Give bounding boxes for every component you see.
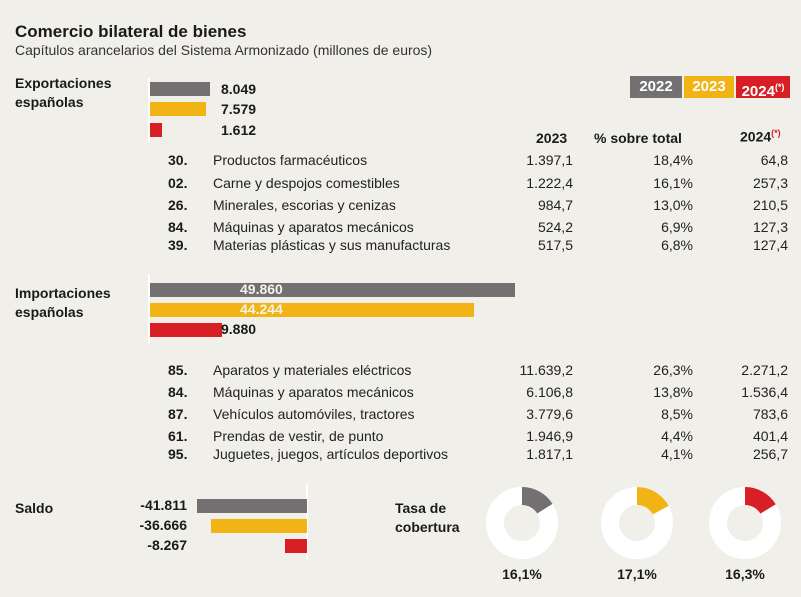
header-2024: 2024(*) <box>740 128 781 145</box>
pct-total: 13,8% <box>653 384 693 400</box>
chapter-code: 87. <box>168 406 188 422</box>
chapter-name: Minerales, escorias y cenizas <box>213 197 396 213</box>
pct-total: 13,0% <box>653 197 693 213</box>
value-2023: 1.817,1 <box>526 446 573 462</box>
donut-slice-2022 <box>522 486 553 514</box>
saldo-label: Saldo <box>15 500 54 516</box>
pct-total: 26,3% <box>653 362 693 378</box>
chapter-name: Vehículos automóviles, tractores <box>213 406 415 422</box>
coverage-value-2023: 17,1% <box>617 566 657 582</box>
saldo-bar-label-2023: -36.666 <box>139 517 187 533</box>
value-2023: 1.222,4 <box>526 175 573 191</box>
saldo-bar-label-2024: -8.267 <box>147 537 187 553</box>
chapter-code: 84. <box>168 219 188 235</box>
coverage-value-2024: 16,3% <box>725 566 765 582</box>
chapter-code: 39. <box>168 237 188 253</box>
donut-slice-2023 <box>637 487 669 515</box>
imports-axis <box>148 274 150 344</box>
value-2023: 1.946,9 <box>526 428 573 444</box>
pct-total: 6,9% <box>661 219 693 235</box>
import-bar-label-2022: 49.860 <box>240 281 283 297</box>
value-2024: 127,4 <box>752 237 788 253</box>
import-bar-2022 <box>150 283 515 297</box>
header-pct: % sobre total <box>594 130 682 146</box>
value-2024: 1.536,4 <box>741 384 788 400</box>
exports-axis <box>148 78 150 143</box>
exports-label: Exportaciones españolas <box>15 75 112 110</box>
value-2024: 210,5 <box>752 197 788 213</box>
chapter-name: Materias plásticas y sus manufacturas <box>213 237 451 253</box>
saldo-bar-2023 <box>210 519 307 533</box>
page-title: Comercio bilateral de bienes <box>15 22 247 41</box>
chapter-name: Productos farmacéuticos <box>213 152 368 168</box>
value-2023: 3.779,6 <box>526 406 573 422</box>
import-bar-label-2024: 9.880 <box>221 321 257 337</box>
saldo-bar-label-2022: -41.811 <box>140 497 187 513</box>
import-bar-2024 <box>150 323 223 337</box>
coverage-value-2022: 16,1% <box>502 566 542 582</box>
saldo-axis <box>306 484 308 559</box>
saldo-bar-2022 <box>197 499 307 513</box>
value-2023: 517,5 <box>537 237 573 253</box>
chapter-code: 30. <box>168 152 188 168</box>
chapter-name: Juguetes, juegos, artículos deportivos <box>213 446 449 462</box>
value-2023: 524,2 <box>537 219 573 235</box>
pct-total: 6,8% <box>661 237 693 253</box>
chapter-code: 85. <box>168 362 188 378</box>
import-bar-2023 <box>150 303 474 317</box>
chapter-name: Máquinas y aparatos mecánicos <box>213 384 414 400</box>
export-bar-label-2024: 1.612 <box>221 122 257 138</box>
pct-total: 16,1% <box>653 175 693 191</box>
chapter-name: Carne y despojos comestibles <box>213 175 400 191</box>
saldo-bar-2024 <box>285 539 307 553</box>
legend-2023: 2023 <box>684 76 734 98</box>
chapter-code: 84. <box>168 384 188 400</box>
value-2023: 984,7 <box>537 197 573 213</box>
imports-label: Importaciones españolas <box>15 285 111 320</box>
chapter-name: Máquinas y aparatos mecánicos <box>213 219 414 235</box>
value-2024: 401,4 <box>752 428 788 444</box>
export-bar-2022 <box>150 82 210 96</box>
value-2024: 257,3 <box>752 175 788 191</box>
chapter-name: Aparatos y materiales eléctricos <box>213 362 412 378</box>
value-2024: 2.271,2 <box>741 362 788 378</box>
donut-slice-2024 <box>745 487 776 514</box>
value-2023: 6.106,8 <box>526 384 573 400</box>
chapter-code: 26. <box>168 197 188 213</box>
value-2024: 64,8 <box>760 152 788 168</box>
chapter-name: Prendas de vestir, de punto <box>213 428 384 444</box>
value-2023: 1.397,1 <box>526 152 573 168</box>
value-2024: 127,3 <box>752 219 788 235</box>
chapter-code: 95. <box>168 446 188 462</box>
pct-total: 4,4% <box>661 428 693 444</box>
tasa-label: Tasa de cobertura <box>395 500 460 535</box>
pct-total: 4,1% <box>661 446 693 462</box>
export-bar-2023 <box>150 102 207 116</box>
value-2024: 256,7 <box>752 446 788 462</box>
legend-2022: 2022 <box>630 76 682 98</box>
pct-total: 18,4% <box>653 152 693 168</box>
export-bar-2024 <box>150 123 163 137</box>
header-2023: 2023 <box>536 130 568 146</box>
chapter-code: 02. <box>168 175 188 191</box>
legend-2024: 2024(*) <box>736 76 790 100</box>
pct-total: 8,5% <box>661 406 693 422</box>
value-2023: 11.639,2 <box>519 362 573 378</box>
value-2024: 783,6 <box>752 406 788 422</box>
export-bar-label-2023: 7.579 <box>221 101 257 117</box>
export-bar-label-2022: 8.049 <box>221 81 257 97</box>
chapter-code: 61. <box>168 428 188 444</box>
import-bar-label-2023: 44.244 <box>240 301 283 317</box>
page-subtitle: Capítulos arancelarios del Sistema Armon… <box>15 42 433 58</box>
